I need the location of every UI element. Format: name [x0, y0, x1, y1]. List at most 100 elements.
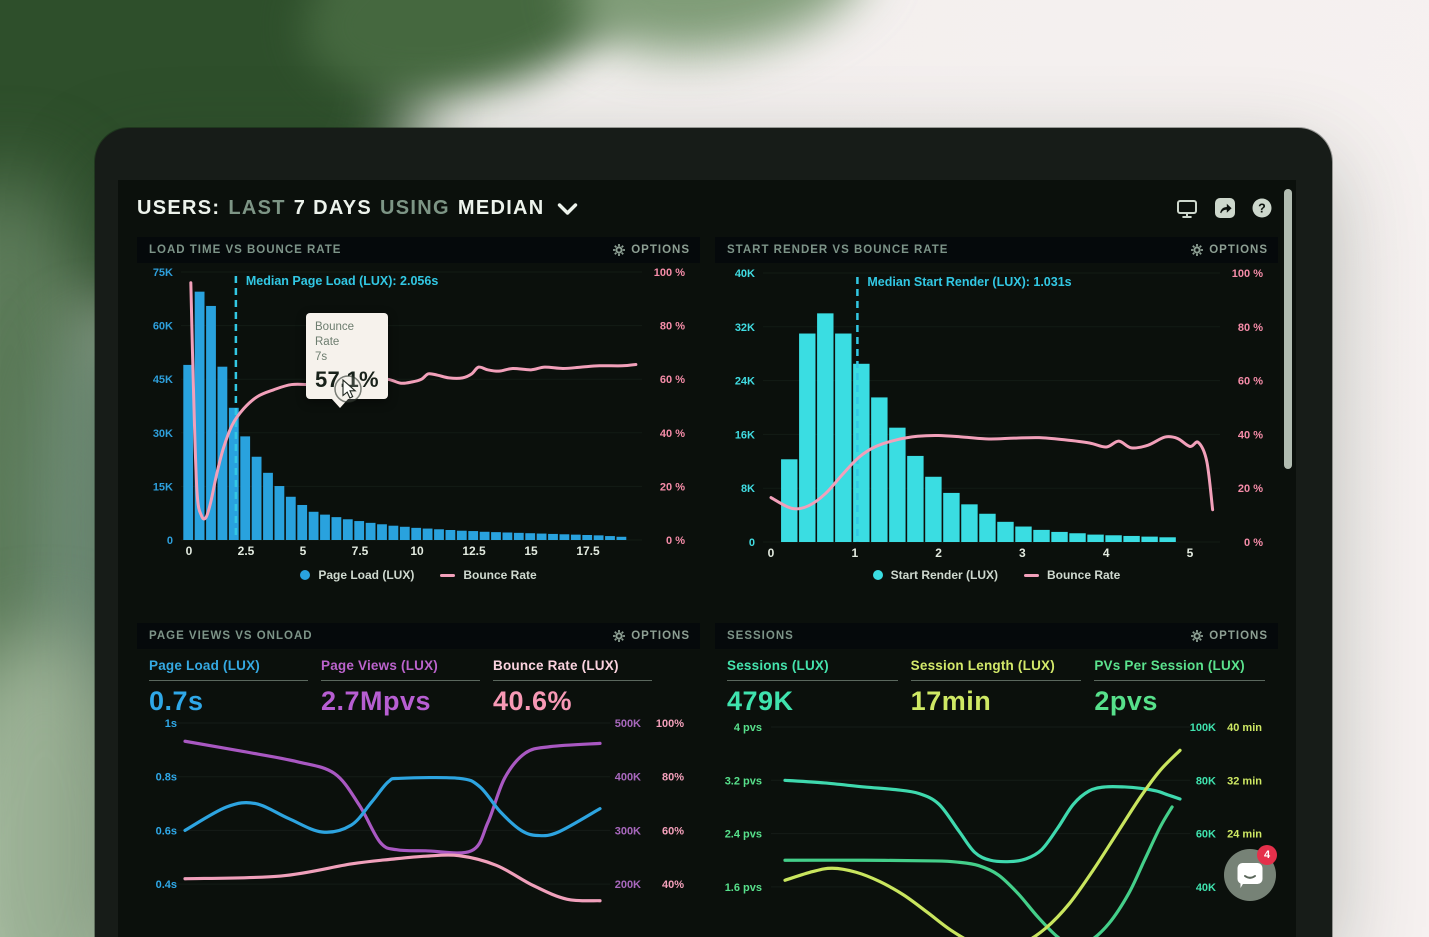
- axis-tick-label: 1s: [165, 719, 177, 730]
- mouse-cursor: [334, 375, 362, 403]
- histogram-bar: [354, 521, 365, 540]
- histogram-bar: [616, 536, 627, 540]
- chat-widget-button[interactable]: 4: [1224, 845, 1277, 901]
- legend-swatch: [440, 573, 456, 577]
- options-button[interactable]: OPTIONS: [613, 630, 690, 642]
- histogram-bar: [502, 532, 513, 540]
- stat-sessions: Sessions (LUX) 479K: [727, 658, 898, 719]
- tooltip-series: Bounce Rate: [315, 321, 355, 348]
- axis-tick-label: 60K: [153, 321, 173, 333]
- histogram-bar: [835, 333, 852, 542]
- axis-tick-label: 100%: [656, 719, 684, 730]
- gear-icon: [1191, 244, 1204, 256]
- panel-title: LOAD TIME VS BOUNCE RATE: [149, 244, 342, 256]
- axis-tick-label: 0.8s: [156, 772, 177, 784]
- dashboard-header: USERS: LAST 7 DAYS USING MEDIAN: [118, 180, 1296, 221]
- start-render-chart-canvas[interactable]: 40K 100 % 32K 80 % 24K 60 % 16K 40 % 8K 20 % 0 0 % M…: [715, 263, 1278, 560]
- options-button[interactable]: OPTIONS: [1191, 244, 1268, 256]
- legend-item[interactable]: Bounce Rate: [440, 568, 537, 582]
- title-using: USING: [380, 196, 450, 219]
- series-line: [783, 748, 1182, 937]
- options-button[interactable]: OPTIONS: [1191, 630, 1268, 642]
- axis-tick-label: 32K: [735, 322, 755, 334]
- axis-tick-label: 100K: [1190, 722, 1216, 734]
- histogram-bar: [781, 459, 798, 542]
- panel-header: LOAD TIME VS BOUNCE RATE OPTIONS: [137, 237, 700, 263]
- histogram-bar: [997, 521, 1014, 542]
- axis-tick-label: 45K: [153, 374, 173, 386]
- stat-underline: [321, 680, 480, 681]
- histogram-bar: [228, 407, 239, 540]
- histogram-bar: [240, 436, 251, 540]
- histogram-bar: [513, 532, 524, 540]
- axis-tick-label: 3: [1019, 546, 1026, 559]
- options-button[interactable]: OPTIONS: [613, 244, 690, 256]
- help-icon[interactable]: ?: [1252, 198, 1272, 218]
- sessions-chart-canvas[interactable]: 4 pvs 100K 40 min 3.2 pvs 80K 32 min 2.4 pvs 60…: [715, 719, 1278, 937]
- axis-tick-label: 80 %: [1238, 322, 1263, 334]
- panel-grid: LOAD TIME VS BOUNCE RATE OPTIONS 75K 100 …: [137, 237, 1296, 937]
- axis-tick-label: 0: [749, 537, 755, 549]
- stat-row: Page Load (LUX) 0.7s Page Views (LUX) 2.…: [137, 649, 700, 719]
- axis-tick-label: 400K: [615, 772, 641, 784]
- vertical-scrollbar[interactable]: [1284, 189, 1292, 469]
- series-line: [183, 739, 602, 855]
- histogram-bar: [605, 536, 615, 540]
- axis-tick-label: 0: [167, 535, 173, 547]
- axis-tick-label: 40K: [1196, 882, 1216, 894]
- histogram-bar: [570, 534, 581, 540]
- axis-tick-label: 300K: [615, 825, 641, 837]
- axis-tick-label: 40%: [662, 879, 684, 891]
- axis-tick-label: 80K: [1196, 775, 1216, 787]
- histogram-bar: [925, 476, 942, 542]
- legend-item[interactable]: Bounce Rate: [1023, 568, 1120, 582]
- notification-badge: 4: [1257, 845, 1277, 865]
- histogram-bar: [251, 456, 262, 540]
- share-icon[interactable]: [1215, 198, 1235, 218]
- series-line: [183, 853, 602, 903]
- axis-tick-label: 60%: [662, 825, 684, 837]
- legend-item[interactable]: Page Load (LUX): [300, 568, 414, 582]
- axis-tick-label: 40 %: [1238, 429, 1263, 441]
- gear-icon: [1191, 630, 1204, 642]
- title-median: MEDIAN: [457, 196, 545, 219]
- axis-tick-label: 32 min: [1227, 775, 1262, 787]
- axis-tick-label: 30K: [153, 428, 173, 440]
- bounce-rate-line: [769, 433, 1215, 512]
- panel-title: SESSIONS: [727, 630, 794, 642]
- axis-tick-label: 500K: [615, 719, 641, 730]
- stat-page-views: Page Views (LUX) 2.7Mpvs: [321, 658, 480, 719]
- histogram-bar: [961, 504, 978, 542]
- panel-title: START RENDER VS BOUNCE RATE: [727, 244, 949, 256]
- axis-tick-label: 7.5: [352, 544, 369, 558]
- axis-tick-label: 2.5: [238, 544, 255, 558]
- histogram-bar: [274, 486, 285, 540]
- axis-tick-label: 0: [768, 546, 775, 559]
- chart-legend: Start Render (LUX) Bounce Rate: [715, 564, 1278, 586]
- stat-page-load: Page Load (LUX) 0.7s: [149, 658, 308, 719]
- load-time-chart-canvas[interactable]: 75K 100 % 60K 80 % 45K 60 % 30K 40 % 15K 20 % 0 0 %…: [137, 263, 700, 559]
- chart-wrap: 75K 100 % 60K 80 % 45K 60 % 30K 40 % 15K 20 % 0 0 %…: [137, 263, 700, 586]
- laptop-bezel: USERS: LAST 7 DAYS USING MEDIAN: [95, 128, 1332, 937]
- plant-leaf-blur: [559, 0, 881, 75]
- series-line: [783, 805, 1174, 937]
- histogram-bar: [297, 504, 308, 540]
- title-7days: 7 DAYS: [293, 196, 373, 219]
- axis-tick-label: 0.6s: [156, 825, 177, 837]
- histogram-bar: [365, 522, 376, 540]
- page-views-chart-canvas[interactable]: 1s 500K 100% 0.8s 400K 80% 0.6s 300K 60% 0.4s 200K…: [137, 718, 700, 937]
- stat-underline: [493, 680, 652, 681]
- metric-scope-dropdown[interactable]: USERS: LAST 7 DAYS USING MEDIAN: [137, 197, 578, 220]
- panel-sessions: SESSIONS OPTIONS Sessions (LUX): [715, 623, 1278, 937]
- histogram-bar: [889, 427, 906, 542]
- axis-tick-label: 1.6 pvs: [725, 882, 762, 894]
- histogram-bar: [399, 526, 410, 540]
- axis-tick-label: 40K: [735, 268, 755, 280]
- axis-tick-label: 1: [851, 546, 858, 559]
- histogram-bar: [468, 531, 479, 540]
- histogram-bar: [593, 535, 604, 540]
- legend-item[interactable]: Start Render (LUX): [872, 568, 998, 582]
- panel-header: PAGE VIEWS VS ONLOAD OPTIONS: [137, 623, 700, 649]
- monitor-icon[interactable]: [1176, 198, 1198, 219]
- legend-swatch: [300, 570, 311, 580]
